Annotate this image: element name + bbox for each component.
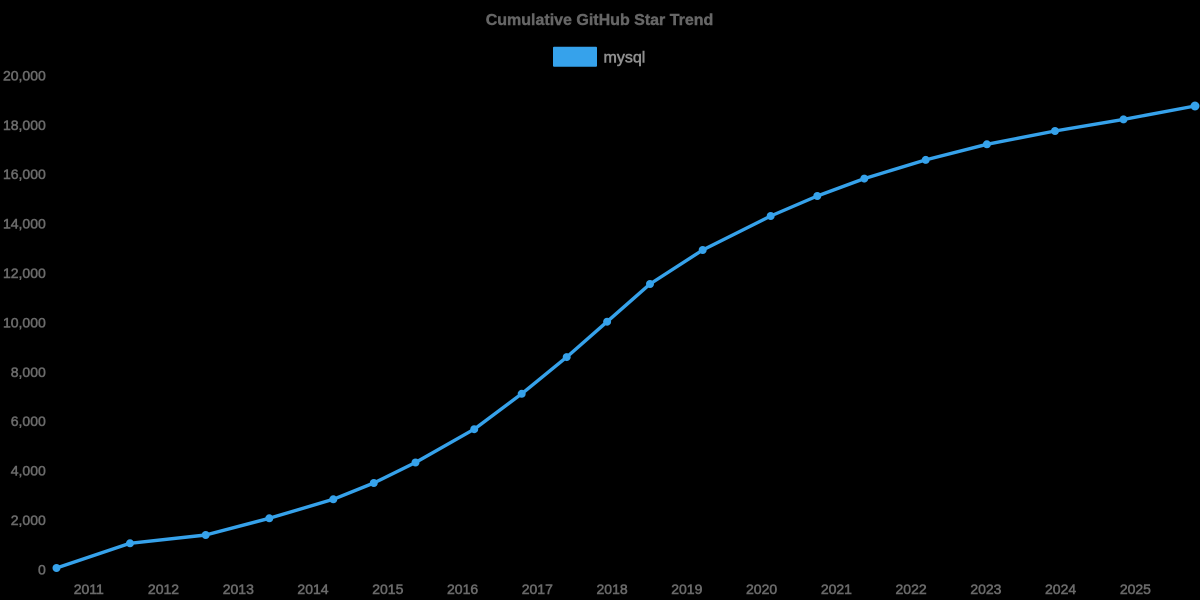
svg-text:8,000: 8,000 (11, 364, 46, 380)
svg-text:2012: 2012 (148, 581, 179, 597)
svg-text:2020: 2020 (746, 581, 777, 597)
svg-text:2016: 2016 (447, 581, 478, 597)
svg-text:2,000: 2,000 (11, 512, 46, 528)
svg-text:2023: 2023 (970, 581, 1001, 597)
svg-text:mysql: mysql (604, 49, 646, 66)
svg-text:4,000: 4,000 (11, 463, 46, 479)
svg-text:2025: 2025 (1120, 581, 1151, 597)
svg-text:16,000: 16,000 (3, 166, 46, 182)
svg-text:2022: 2022 (896, 581, 927, 597)
svg-text:2013: 2013 (223, 581, 254, 597)
svg-text:Cumulative GitHub Star Trend: Cumulative GitHub Star Trend (486, 12, 714, 29)
svg-text:2015: 2015 (372, 581, 403, 597)
svg-text:18,000: 18,000 (3, 117, 46, 133)
svg-text:2024: 2024 (1045, 581, 1076, 597)
svg-text:2011: 2011 (74, 581, 104, 597)
svg-text:12,000: 12,000 (3, 265, 46, 281)
svg-text:10,000: 10,000 (3, 314, 46, 330)
svg-text:14,000: 14,000 (3, 216, 46, 232)
svg-text:20,000: 20,000 (3, 68, 46, 84)
svg-text:2018: 2018 (597, 581, 628, 597)
svg-text:6,000: 6,000 (11, 413, 46, 429)
svg-text:2019: 2019 (671, 581, 702, 597)
svg-text:2014: 2014 (297, 581, 328, 597)
svg-text:2021: 2021 (821, 581, 852, 597)
svg-text:0: 0 (38, 561, 46, 577)
svg-text:2017: 2017 (522, 581, 553, 597)
